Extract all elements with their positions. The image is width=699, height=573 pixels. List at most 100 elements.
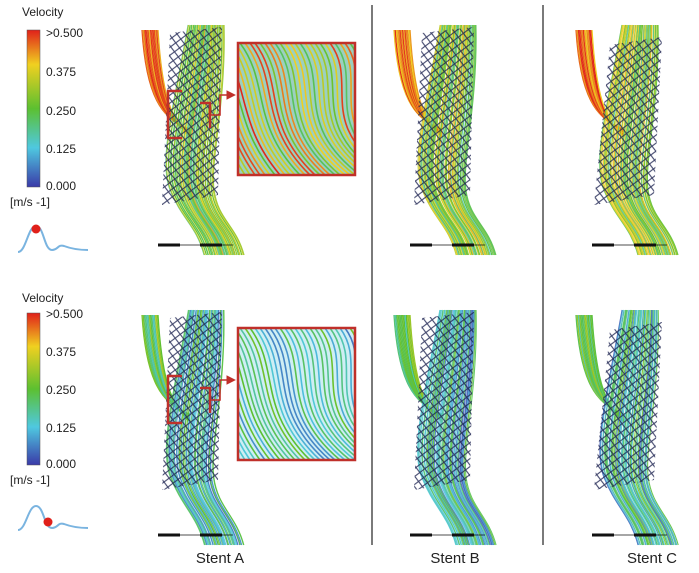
streamline — [319, 43, 355, 155]
streamline — [279, 43, 341, 175]
streamline — [238, 331, 296, 460]
streamline — [238, 407, 266, 460]
streamline — [269, 43, 331, 175]
colorbar-tick: 0.125 — [46, 421, 76, 435]
colorbar-tick: 0.250 — [46, 104, 76, 118]
streamline — [324, 328, 355, 435]
zoom-bracket — [166, 374, 212, 425]
streamline — [274, 328, 336, 460]
streamline — [238, 64, 286, 175]
vessel — [141, 309, 245, 546]
streamline — [249, 328, 311, 460]
streamline — [269, 328, 331, 460]
streamline — [279, 328, 341, 460]
streamline — [339, 43, 355, 128]
colorbar-tick: >0.500 — [46, 26, 83, 40]
streamline — [238, 362, 281, 460]
waveform — [17, 224, 89, 253]
inset-frame — [236, 326, 357, 462]
zoom-arrow — [210, 90, 236, 116]
streamline — [289, 328, 351, 460]
streamline — [289, 43, 351, 175]
zoom-bracket — [166, 89, 212, 140]
stent — [414, 27, 474, 205]
stent — [162, 312, 222, 490]
streamline — [309, 328, 355, 449]
streamline — [238, 122, 266, 175]
colorbar-tick: 0.375 — [46, 65, 76, 79]
streamline — [339, 328, 355, 413]
streamline — [238, 143, 256, 175]
colorbar-tick: 0.250 — [46, 383, 76, 397]
streamline — [329, 43, 355, 144]
colorbar — [26, 312, 41, 466]
streamline — [299, 328, 355, 457]
streamline — [259, 328, 321, 460]
streamline — [238, 77, 281, 175]
streamline — [294, 43, 355, 175]
streamline — [324, 43, 355, 150]
colorbar-title: Velocity — [22, 5, 63, 19]
zoom-arrow — [210, 375, 236, 401]
streamline — [259, 43, 321, 175]
streamline — [244, 43, 306, 175]
streamline — [238, 438, 251, 460]
colorbar-tick: 0.375 — [46, 345, 76, 359]
inset-frame — [236, 41, 357, 177]
streamline — [314, 43, 355, 160]
streamline — [329, 328, 355, 429]
streamline — [254, 328, 316, 460]
colorbar-unit: [m/s -1] — [10, 195, 50, 209]
streamline — [238, 108, 271, 175]
waveform-marker — [31, 224, 41, 234]
streamline — [284, 328, 346, 460]
streamline — [239, 43, 301, 175]
streamline — [238, 133, 261, 175]
column-label: Stent C — [627, 550, 677, 567]
vessel — [393, 24, 497, 256]
colorbar — [26, 29, 41, 188]
colorbar-unit: [m/s -1] — [10, 473, 50, 487]
streamline — [244, 328, 306, 460]
streamline — [238, 393, 271, 460]
vessel — [393, 309, 497, 546]
streamline — [319, 328, 355, 440]
colorbar-tick: >0.500 — [46, 307, 83, 321]
colorbar-title: Velocity — [22, 291, 63, 305]
vessel — [575, 309, 679, 546]
streamline — [344, 328, 355, 391]
streamline — [239, 328, 301, 460]
streamline — [284, 43, 346, 175]
streamline — [238, 428, 256, 460]
streamline — [334, 328, 355, 422]
stent — [594, 37, 662, 205]
waveform-marker — [43, 517, 53, 527]
streamline — [299, 43, 355, 172]
streamline — [238, 418, 261, 460]
streamline — [249, 43, 311, 175]
colorbar-tick: 0.000 — [46, 179, 76, 193]
streamline — [274, 43, 336, 175]
streamline — [264, 43, 326, 175]
streamline — [238, 153, 251, 175]
streamline — [309, 43, 355, 164]
waveform — [17, 504, 89, 531]
colorbar-tick: 0.125 — [46, 142, 76, 156]
streamline — [264, 328, 326, 460]
streamline — [344, 43, 355, 106]
stent — [162, 27, 222, 205]
vessel — [575, 24, 679, 256]
zoom-inset — [238, 328, 355, 460]
streamline — [254, 43, 316, 175]
streamline — [238, 349, 286, 460]
streamline — [334, 43, 355, 137]
streamline — [238, 93, 276, 175]
streamline — [304, 328, 355, 453]
column-label: Stent A — [196, 550, 244, 567]
streamline — [238, 378, 276, 460]
vessel — [141, 24, 245, 256]
column-label: Stent B — [430, 550, 479, 567]
stent — [594, 322, 662, 490]
colorbar-tick: 0.000 — [46, 457, 76, 471]
zoom-inset — [238, 43, 355, 175]
